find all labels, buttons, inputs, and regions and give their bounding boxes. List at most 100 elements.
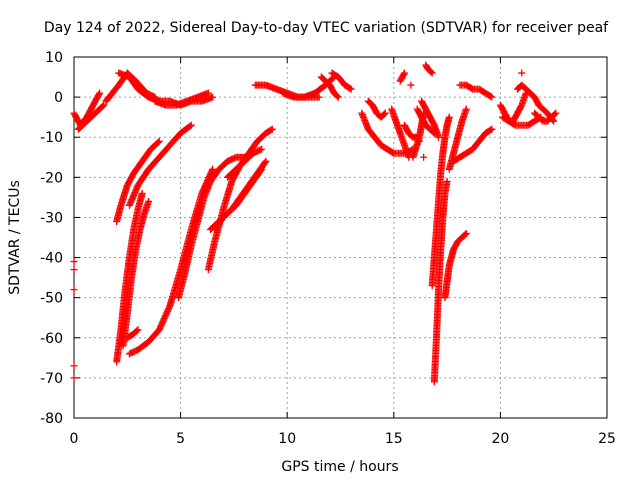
data-point <box>138 189 146 197</box>
data-point <box>461 230 469 238</box>
data-point <box>70 286 78 294</box>
data-point <box>261 158 269 166</box>
axis-ticks <box>73 56 608 419</box>
data-point <box>315 93 323 101</box>
data-point <box>187 121 195 129</box>
series-arc-12 <box>123 326 142 342</box>
x-tick-label: 25 <box>598 431 616 447</box>
data-point <box>420 153 428 161</box>
x-tick-label: 10 <box>278 431 296 447</box>
y-tick-label: 0 <box>54 90 63 106</box>
data-points <box>70 61 560 386</box>
data-point <box>518 69 526 77</box>
data-point <box>347 85 355 93</box>
data-point <box>70 374 78 382</box>
data-point <box>487 126 495 134</box>
series-arc-29 <box>418 97 443 141</box>
series-arc-17 <box>206 153 249 185</box>
x-tick-label: 15 <box>385 431 403 447</box>
x-tick-label: 5 <box>176 431 185 447</box>
series-arc-31 <box>422 61 436 77</box>
data-point <box>551 110 559 118</box>
x-tick-labels: 0 5 10 15 20 25 <box>70 431 616 447</box>
series-arc-38 <box>496 89 530 125</box>
y-tick-label: -50 <box>40 291 63 307</box>
x-tick-label: 0 <box>70 431 79 447</box>
series-arc-13 <box>174 177 214 302</box>
data-point <box>552 109 560 117</box>
y-tick-label: -60 <box>40 331 63 347</box>
y-tick-label: 10 <box>45 50 63 66</box>
data-point <box>462 105 470 113</box>
data-point <box>154 138 162 146</box>
data-point <box>95 90 103 98</box>
data-point <box>204 89 212 97</box>
data-point <box>435 133 443 141</box>
series-arc-35 <box>445 105 470 173</box>
chart-title: Day 124 of 2022, Sidereal Day-to-day VTE… <box>44 20 609 36</box>
data-point <box>334 93 342 101</box>
data-point <box>550 117 558 125</box>
data-point <box>70 362 78 370</box>
series-arc-16 <box>211 157 270 233</box>
series-arc-9 <box>113 189 146 366</box>
series-arc-36 <box>449 125 496 165</box>
data-point <box>443 177 451 185</box>
data-point <box>488 93 496 101</box>
data-point <box>415 137 423 145</box>
y-tick-label: -20 <box>40 170 63 186</box>
data-point <box>134 326 142 334</box>
data-point <box>155 137 163 145</box>
data-point <box>70 258 78 266</box>
data-point <box>100 101 108 109</box>
data-point <box>428 69 436 77</box>
series-arc-10 <box>119 197 153 350</box>
x-axis-label: GPS time / hours <box>281 459 398 475</box>
data-point <box>462 229 470 237</box>
data-point <box>256 146 264 154</box>
series-arc-8 <box>125 121 195 209</box>
series-arc-42 <box>531 109 560 125</box>
data-point <box>381 109 389 117</box>
data-point <box>258 145 266 153</box>
data-point <box>209 93 217 101</box>
series-singles <box>70 81 428 382</box>
data-point <box>267 126 275 134</box>
data-point <box>186 122 194 130</box>
data-point <box>400 69 408 77</box>
data-point <box>411 145 419 153</box>
series-arc-27 <box>396 69 408 85</box>
y-tick-label: -80 <box>40 411 63 427</box>
y-tick-label: -10 <box>40 130 63 146</box>
series-arc-2 <box>74 101 108 133</box>
series-arc-26 <box>400 121 421 141</box>
series-arc-18 <box>224 145 266 181</box>
data-point <box>488 125 496 133</box>
data-point <box>96 89 104 97</box>
data-point <box>380 110 388 118</box>
data-point <box>407 81 415 89</box>
data-point <box>420 109 428 117</box>
data-point <box>70 266 78 274</box>
series-arc-7 <box>113 137 163 225</box>
data-point <box>400 70 408 78</box>
series-arc-39 <box>499 113 545 129</box>
data-point <box>145 197 153 205</box>
series-arc-43 <box>518 69 526 77</box>
data-point <box>209 165 217 173</box>
data-point <box>445 113 453 121</box>
data-point <box>99 102 107 110</box>
series-arc-22 <box>328 69 355 93</box>
series-arc-21 <box>317 73 342 101</box>
data-point <box>487 92 495 100</box>
y-axis-label: SDTVAR / TECUs <box>7 180 23 295</box>
data-point <box>262 157 270 165</box>
data-point <box>133 327 141 335</box>
plot-frame <box>73 56 608 419</box>
series-arc-24 <box>364 97 389 121</box>
series-arc-33 <box>430 177 451 386</box>
y-tick-label: -30 <box>40 210 63 226</box>
grid-lines <box>74 57 607 418</box>
series-arc-32 <box>428 113 453 290</box>
